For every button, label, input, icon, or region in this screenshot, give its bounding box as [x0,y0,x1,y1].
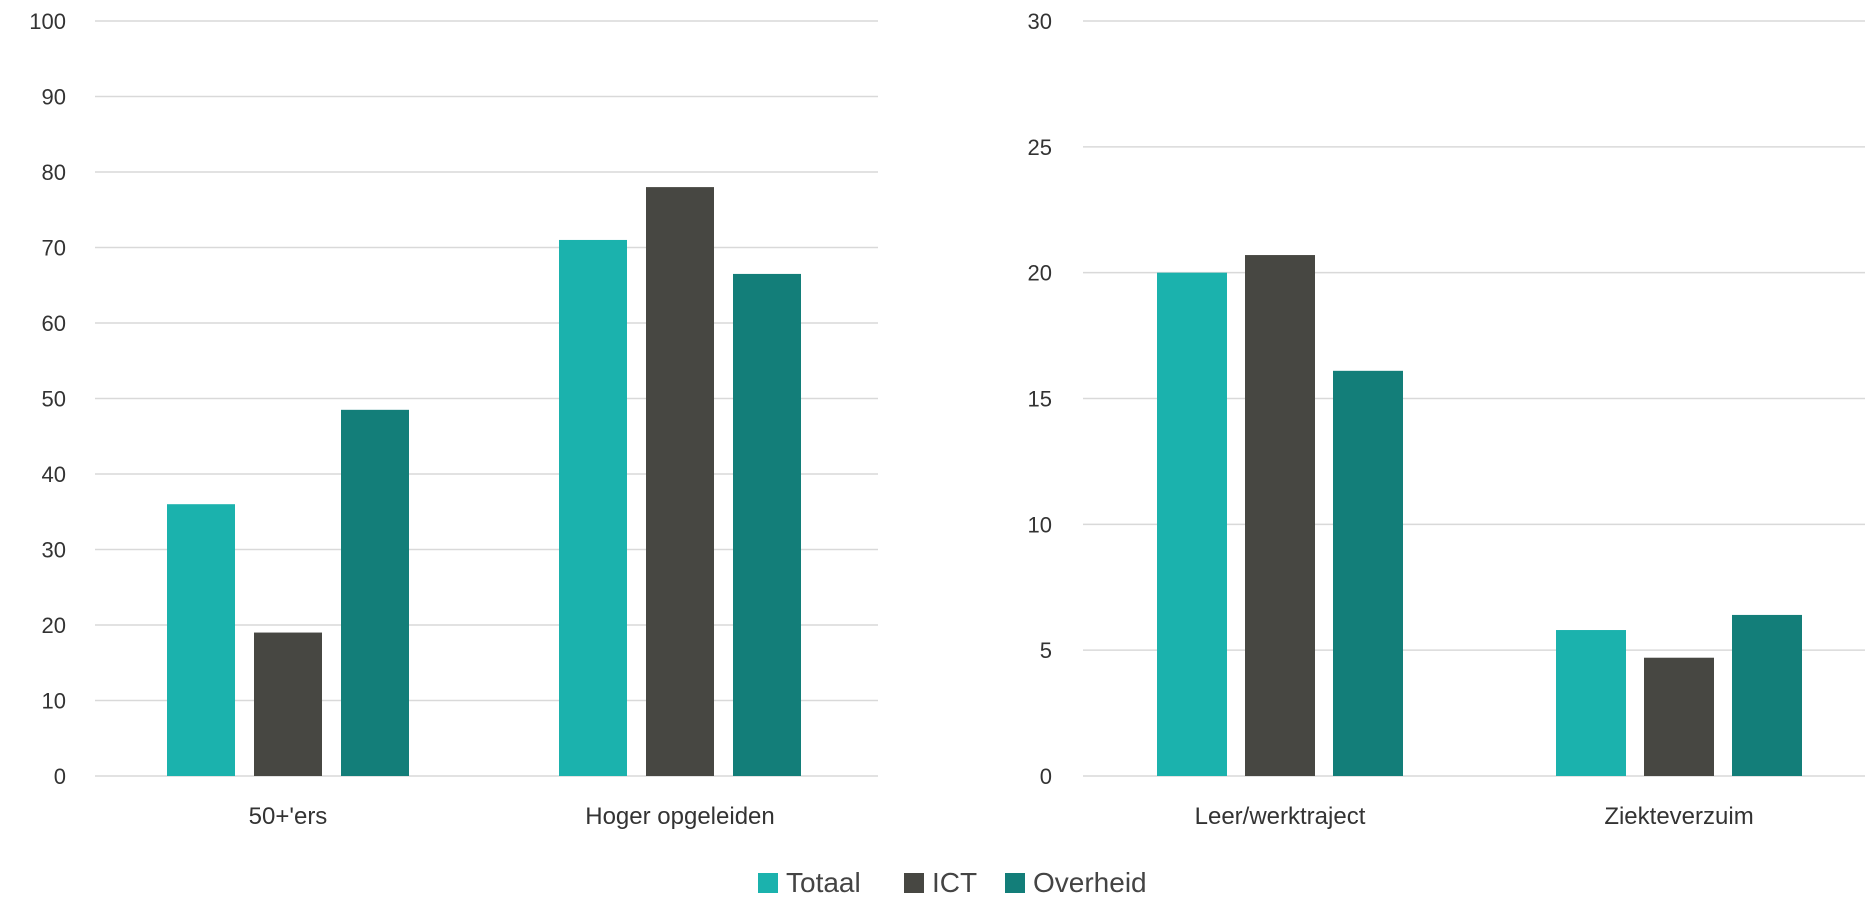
legend-swatch-ict [904,873,924,893]
x-category-label: Hoger opgeleiden [585,803,774,830]
bar-overheid-1 [1333,370,1403,776]
bar-totaal-2 [1556,630,1626,776]
y-tick-label: 10 [1028,512,1052,537]
bar-ict-2 [646,187,714,777]
y-tick-label: 100 [29,9,66,34]
y-tick-label: 90 [42,85,66,110]
y-tick-label: 20 [42,613,66,638]
chart-panel-2: 0 5 10 15 20 25 30 Leer/werktraject Ziekteverzui… [1028,9,1865,830]
y-tick-label: 0 [1040,764,1052,789]
legend-label-totaal: Totaal [786,867,861,897]
bar-overheid-1 [341,409,409,776]
chart-panel-1: 0 10 20 30 40 50 60 70 80 90 100 50+'ers Hoger opgel… [29,9,878,830]
legend-label-ict: ICT [932,867,977,897]
bar-overheid-2 [1732,614,1802,776]
y-tick-label: 50 [42,387,66,412]
y-tick-label: 10 [42,689,66,714]
bar-ict-1 [254,632,322,776]
x-category-label: Ziekteverzuim [1604,803,1753,830]
x-category-label: 50+'ers [249,803,328,830]
y-tick-label: 25 [1028,135,1052,160]
y-tick-label: 40 [42,462,66,487]
y-tick-label: 30 [1028,9,1052,34]
legend: Totaal ICT Overheid [758,867,1147,897]
bar-ict-1 [1245,255,1315,777]
y-tick-label: 0 [54,764,66,789]
bar-totaal-2 [559,239,627,776]
y-tick-label: 15 [1028,387,1052,412]
bar-totaal-1 [1157,272,1227,776]
legend-swatch-overheid [1005,873,1025,893]
y-tick-label: 5 [1040,638,1052,663]
y-tick-label: 80 [42,160,66,185]
legend-label-overheid: Overheid [1033,867,1147,897]
bar-totaal-1 [167,504,235,776]
y-tick-label: 60 [42,311,66,336]
legend-swatch-totaal [758,873,778,893]
bar-ict-2 [1644,657,1714,776]
y-tick-label: 20 [1028,261,1052,286]
bar-overheid-2 [733,273,801,776]
y-tick-label: 30 [42,538,66,563]
y-tick-label: 70 [42,236,66,261]
x-category-label: Leer/werktraject [1195,803,1366,830]
